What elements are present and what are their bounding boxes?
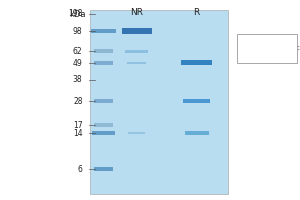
Text: 62: 62 [73,46,82,55]
Bar [184,131,208,135]
Bar [94,167,113,171]
Bar [128,132,145,134]
Text: kDa: kDa [69,10,85,19]
Text: NR: NR [130,8,143,17]
Bar [127,62,146,64]
Bar [90,10,228,194]
Bar [94,49,113,53]
Bar [181,60,212,65]
Text: NR = Non-reduced: NR = Non-reduced [241,45,300,51]
Text: 14: 14 [73,129,82,138]
Text: 2.5 μg loading: 2.5 μg loading [241,36,292,42]
Bar [237,34,297,63]
Text: R = Reduced: R = Reduced [241,54,288,60]
Bar [94,123,113,127]
Text: 49: 49 [73,58,82,68]
Bar [125,49,148,52]
Bar [94,99,113,103]
Text: 6: 6 [78,164,82,173]
Bar [183,99,210,103]
Text: R: R [194,8,200,17]
Text: 198: 198 [68,9,83,19]
Text: 38: 38 [73,75,82,84]
Bar [122,28,152,33]
Text: 98: 98 [73,26,82,36]
Text: 17: 17 [73,120,82,130]
Bar [91,29,116,33]
Text: 28: 28 [73,97,82,106]
Bar [94,61,113,65]
Bar [92,131,115,135]
